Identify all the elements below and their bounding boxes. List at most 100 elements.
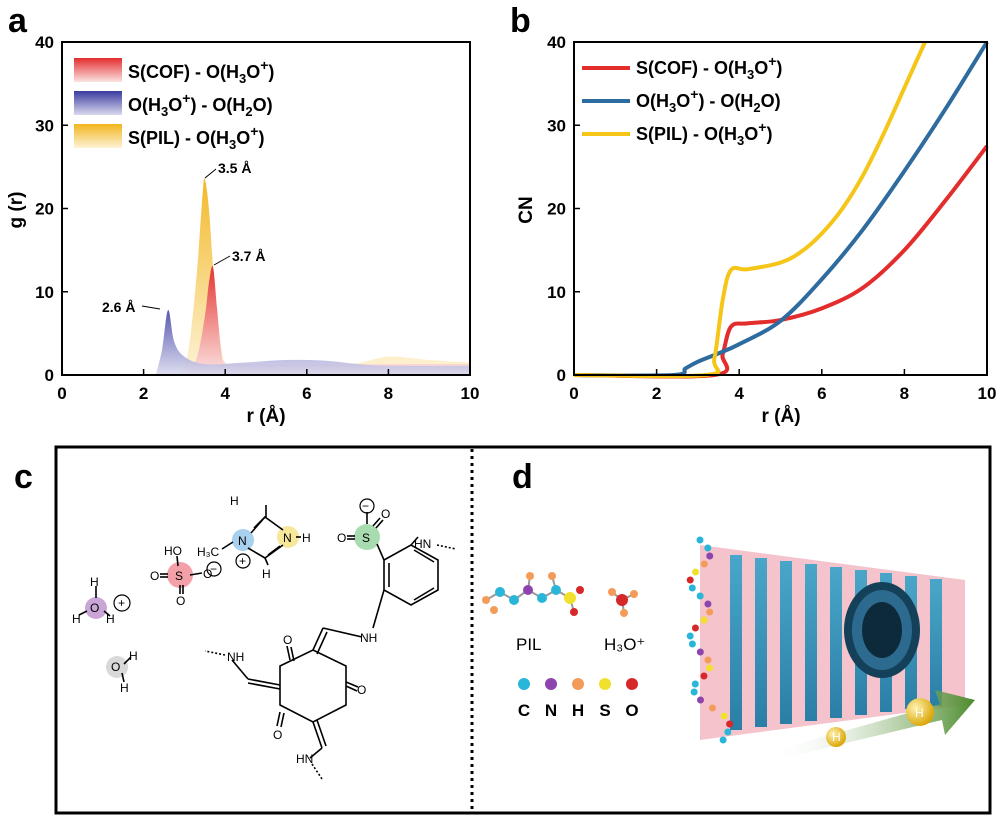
chart-a-areas [155, 177, 470, 375]
chart-b-legend: S(COF) - O(H3O+) O(H3O+) - O(H2O) S(PIL)… [582, 53, 782, 148]
y-tick-label: 20 [547, 200, 566, 219]
watermark: 知乎 @科学材料站 [735, 764, 918, 789]
imidazolium-n1-highlight [232, 529, 254, 551]
x-tick-label: 4 [734, 384, 744, 403]
core-o-bottom: O [273, 728, 282, 742]
proton-label-small: H [832, 730, 841, 744]
chain-atom [688, 640, 696, 648]
chain-atom [688, 584, 696, 592]
legend-a-swatch-o-h2o [74, 91, 122, 115]
tube-ring-band [730, 555, 742, 730]
element-dot-C [518, 678, 530, 690]
chain-atom [706, 664, 714, 672]
x-tick-label: 10 [978, 384, 997, 403]
imidazolium-nh-h: H [302, 531, 311, 545]
hydronium-o-highlight [85, 597, 107, 619]
element-label-H: H [572, 701, 584, 720]
panel-letter-a: a [8, 2, 28, 40]
nanotube-channel [700, 545, 965, 740]
chart-a: 0 2 4 6 8 10 0 10 20 30 40 r (Å) g (r) S(COF) - O(… [6, 33, 479, 427]
aryl-s-o-left: O [337, 531, 346, 545]
imidazolium-n3-highlight [277, 526, 299, 548]
y-tick-label: 40 [547, 33, 566, 52]
watermark-2: 科学材料站 [852, 789, 962, 814]
x-tick-label: 8 [384, 384, 393, 403]
water-h2: H [120, 681, 129, 695]
h3o-label: H₃O⁺ [604, 635, 645, 654]
chain-atom [700, 616, 708, 624]
hydronium-plus-circle [113, 594, 131, 612]
element-dot-O [626, 678, 638, 690]
molecular-chain [686, 536, 734, 744]
proton-transport-arrow [770, 690, 975, 760]
hydronium-h-right: H [106, 612, 115, 626]
element-label-C: C [518, 701, 530, 720]
imidazolium-n1: N [238, 534, 247, 548]
element-label-O: O [625, 701, 638, 720]
y-tick-label: 0 [45, 366, 54, 385]
x-tick-label: 2 [139, 384, 148, 403]
x-tick-label: 0 [57, 384, 66, 403]
aryl-hn: HN [414, 537, 431, 551]
x-tick-label: 0 [569, 384, 578, 403]
core-o-right: O [357, 683, 366, 697]
imidazolium-h-top-left: H [230, 494, 239, 508]
aryl-sulfonate-s-highlight [354, 524, 380, 550]
proton-label-large: H [915, 706, 924, 720]
line-series-2 [573, 41, 927, 379]
annotation-3-7: 3.7 Å [232, 248, 265, 264]
chart-b-ticks: 0 2 4 6 8 10 0 10 20 30 40 [547, 33, 996, 403]
proton-ball-large [906, 698, 934, 726]
panel-c-labels: H O H H + O H H HO S O O O − N N H H H H… [72, 494, 431, 766]
element-dot-S [599, 678, 611, 690]
legend-a-s-cof: S(COF) - O(H3O+) [128, 57, 274, 86]
chain-atom [706, 552, 714, 560]
chain-atom [719, 736, 727, 744]
aryl-s: S [362, 531, 370, 545]
sulfonate-o-right: O [203, 567, 212, 581]
y-tick-label: 30 [547, 116, 566, 135]
chart-a-ylabel: g (r) [6, 192, 27, 229]
core-o-top: O [283, 633, 292, 647]
y-tick-label: 10 [547, 283, 566, 302]
chart-b-ylabel: CN [516, 196, 537, 223]
tube-ring-band [830, 567, 842, 718]
chain-atom [696, 696, 704, 704]
chart-b-lines [573, 40, 989, 379]
x-tick-label: 2 [652, 384, 661, 403]
y-tick-label: 20 [35, 200, 54, 219]
legend-b-o-h2o: O(H3O+) - O(H2O) [636, 86, 781, 115]
chain-atom [706, 608, 714, 616]
element-label-N: N [545, 701, 557, 720]
hydronium-h-top: H [90, 575, 99, 589]
panel-letter-d: d [512, 458, 533, 496]
hydronium-plus: + [118, 596, 125, 610]
sulfonate-s-highlight [167, 562, 193, 588]
sulfonate-minus: − [210, 562, 217, 576]
chain-atom [724, 728, 732, 736]
legend-a-swatch-s-pil [74, 124, 122, 148]
x-tick-label: 10 [461, 384, 480, 403]
x-tick-label: 6 [817, 384, 826, 403]
element-dot-H [572, 678, 584, 690]
water-o-highlight [106, 656, 128, 678]
bottom-panel-frame [54, 445, 992, 815]
imidazolium-methyl: H₃C [197, 545, 220, 559]
x-tick-label: 8 [900, 384, 909, 403]
x-tick-label: 6 [302, 384, 311, 403]
legend-a-o-h2o: O(H3O+) - O(H2O) [128, 90, 273, 119]
y-tick-label: 0 [557, 366, 566, 385]
aryl-o-minus: − [362, 499, 369, 513]
chart-a-xlabel: r (Å) [246, 406, 285, 427]
sulfonate-ho: HO [164, 544, 182, 558]
pil-label: PIL [516, 635, 542, 654]
hydronium-o: O [90, 601, 99, 615]
chart-b-xlabel: r (Å) [761, 406, 800, 427]
legend-a-swatch-s-cof [74, 58, 122, 82]
chain-atom [726, 720, 734, 728]
water-o: O [111, 660, 120, 674]
panel-c-structures [78, 498, 457, 780]
aryl-s-o-top: O [381, 507, 390, 521]
area-series-0 [184, 265, 470, 375]
chart-a-frame [61, 41, 471, 376]
